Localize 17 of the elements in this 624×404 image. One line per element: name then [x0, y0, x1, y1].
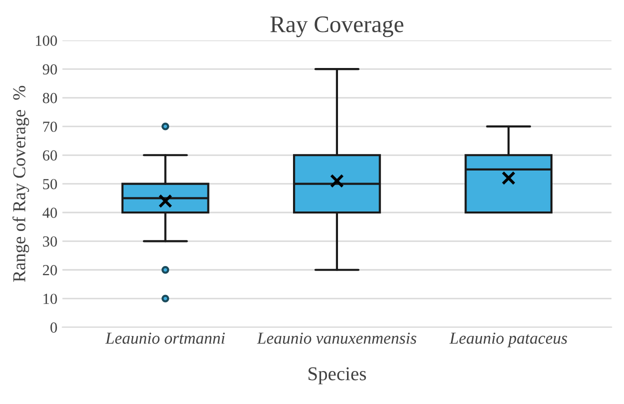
y-tick-label: 70	[43, 122, 57, 132]
y-tick-label: 10	[44, 294, 57, 304]
y-tick-label: 40	[42, 208, 57, 218]
y-tick-label: 30	[42, 236, 57, 247]
x-tick-label: Leaunio vanuxenmensis	[256, 332, 416, 344]
y-tick-label: 20	[42, 265, 57, 276]
y-tick-label: 90	[42, 64, 57, 75]
x-tick-label: Leaunio pataceus	[449, 332, 568, 348]
x-axis-title: Species	[308, 367, 366, 384]
y-tick-label: 0	[50, 322, 57, 333]
y-tick-label: 80	[42, 92, 57, 104]
x-tick-label: Leaunio ortmanni	[105, 332, 225, 344]
y-tick-label: 50	[43, 178, 57, 190]
y-axis-title: Range of Ray Coverage %	[12, 86, 30, 282]
y-tick-label: 100	[36, 36, 57, 46]
y-tick-label: 60	[42, 150, 57, 161]
chart-title: Ray Coverage	[270, 16, 404, 38]
